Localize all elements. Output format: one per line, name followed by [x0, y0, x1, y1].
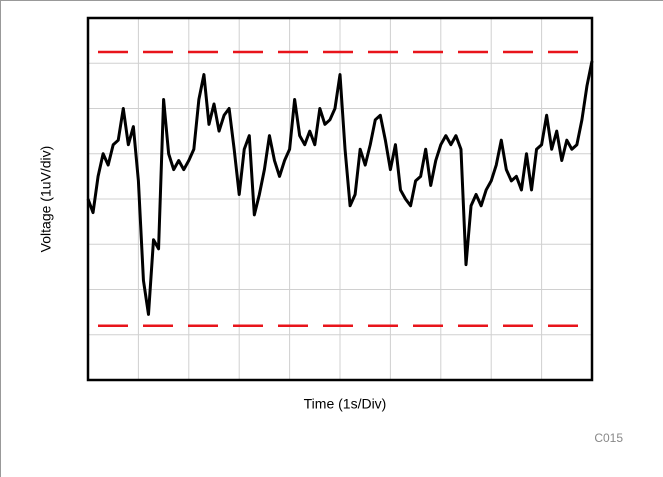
y-axis-label: Voltage (1uV/div): [38, 146, 54, 253]
plot-area: [86, 16, 594, 382]
x-axis-label: Time (1s/Div): [304, 396, 387, 412]
plot-border: [86, 16, 594, 382]
noise-trace: [86, 60, 594, 316]
figure-code: C015: [594, 431, 623, 445]
